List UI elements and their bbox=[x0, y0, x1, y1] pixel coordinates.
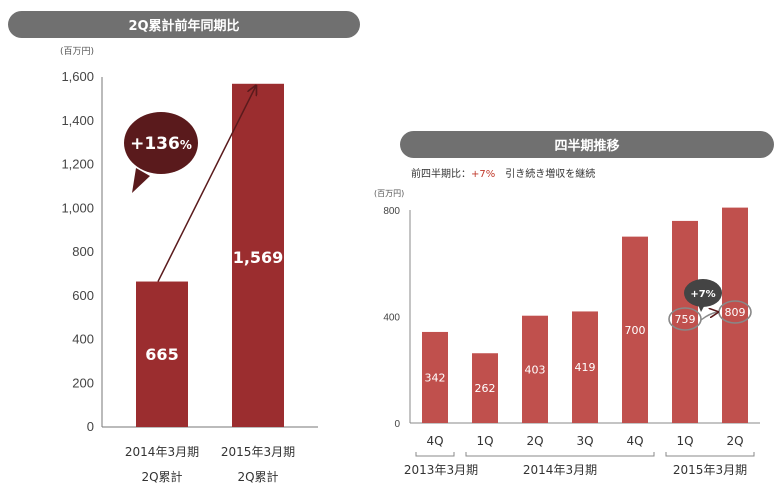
left-category-label: 2Q累計 bbox=[237, 469, 278, 484]
right-category-label: 4Q bbox=[626, 434, 643, 448]
left-y-tick-label: 400 bbox=[72, 332, 94, 347]
left-y-tick-label: 0 bbox=[87, 419, 94, 434]
left-unit-label: (百万円) bbox=[60, 46, 94, 57]
right-header-title: 四半期推移 bbox=[554, 139, 620, 154]
right-y-tick-label: 800 bbox=[383, 206, 400, 217]
left-category-label: 2014年3月期 bbox=[125, 445, 199, 459]
right-bar bbox=[472, 353, 498, 423]
left-category-label: 2015年3月期 bbox=[221, 445, 295, 459]
left-bar bbox=[136, 281, 188, 427]
callout-unit: % bbox=[180, 138, 192, 152]
left-y-tick-label: 1,000 bbox=[61, 200, 94, 215]
right-growth-callout bbox=[684, 279, 722, 307]
left-section-header: 2Q累計前年同期比 bbox=[8, 11, 360, 38]
callout-number: +136 bbox=[130, 134, 180, 154]
right-group-bracket bbox=[465, 452, 655, 457]
right-bar-value-label: 759 bbox=[675, 313, 696, 326]
right-y-tick-label: 0 bbox=[394, 419, 400, 430]
left-growth-callout bbox=[124, 112, 198, 174]
right-bar-value-label: 809 bbox=[725, 306, 746, 319]
right-group-label: 2014年3月期 bbox=[523, 463, 597, 477]
right-category-label: 4Q bbox=[426, 434, 443, 448]
right-bar bbox=[522, 315, 548, 423]
left-bar-value-label: 1,569 bbox=[233, 248, 284, 267]
right-unit-label: (百万円) bbox=[374, 189, 404, 198]
right-bar-value-label: 419 bbox=[575, 361, 596, 374]
right-bar bbox=[622, 236, 648, 423]
right-highlight-oval bbox=[668, 307, 702, 331]
right-section-header: 四半期推移 bbox=[400, 131, 774, 158]
right-group-bracket bbox=[415, 452, 455, 457]
left-category-label: 2Q累計 bbox=[141, 469, 182, 484]
right-bar bbox=[572, 311, 598, 423]
right-bar bbox=[422, 331, 448, 423]
right-bar bbox=[722, 207, 748, 423]
right-bar-value-label: 403 bbox=[525, 363, 546, 376]
left-y-tick-label: 800 bbox=[72, 244, 94, 259]
left-y-tick-label: 200 bbox=[72, 375, 94, 390]
right-category-label: 2Q bbox=[726, 434, 743, 448]
left-cumulative-chart: (百万円) 0 200 400 600 800 1,000 1,200 1,400 1,600 66… bbox=[60, 46, 318, 484]
right-y-tick-label: 400 bbox=[383, 313, 400, 324]
left-bar-value-label: 665 bbox=[145, 345, 178, 364]
right-category-label: 1Q bbox=[676, 434, 693, 448]
note-prefix: 前四半期比： bbox=[411, 169, 471, 180]
note-suffix: 引き続き増収を継続 bbox=[495, 169, 596, 180]
note-value: +7% bbox=[471, 169, 496, 180]
right-quarterly-chart: (百万円) 0 400 800 342 4Q 262 1Q 403 2Q 419 3Q 700 4Q 759… bbox=[374, 189, 760, 477]
left-callout-tail bbox=[132, 168, 150, 193]
right-bar-value-label: 262 bbox=[475, 382, 496, 395]
left-growth-arrow bbox=[157, 86, 256, 282]
left-y-tick-label: 600 bbox=[72, 288, 94, 303]
right-growth-note: 前四半期比：+7% 引き続き増収を継続 bbox=[411, 165, 595, 180]
left-y-tick-label: 1,400 bbox=[61, 113, 94, 128]
left-growth-callout-label: +136% bbox=[130, 134, 192, 154]
left-y-tick-label: 1,200 bbox=[61, 157, 94, 172]
right-bar-value-label: 700 bbox=[625, 324, 646, 337]
right-growth-callout-label: +7% bbox=[690, 289, 715, 300]
right-group-label: 2013年3月期 bbox=[404, 463, 478, 477]
right-bar-value-label: 342 bbox=[425, 371, 446, 384]
left-y-tick-label: 1,600 bbox=[61, 69, 94, 84]
right-category-label: 1Q bbox=[476, 434, 493, 448]
right-category-label: 3Q bbox=[576, 434, 593, 448]
right-growth-arrow bbox=[700, 312, 718, 321]
right-category-label: 2Q bbox=[526, 434, 543, 448]
right-bar bbox=[672, 220, 698, 423]
left-bar bbox=[232, 83, 284, 427]
right-group-label: 2015年3月期 bbox=[673, 463, 747, 477]
left-header-title: 2Q累計前年同期比 bbox=[128, 19, 240, 34]
right-group-bracket bbox=[665, 452, 755, 457]
